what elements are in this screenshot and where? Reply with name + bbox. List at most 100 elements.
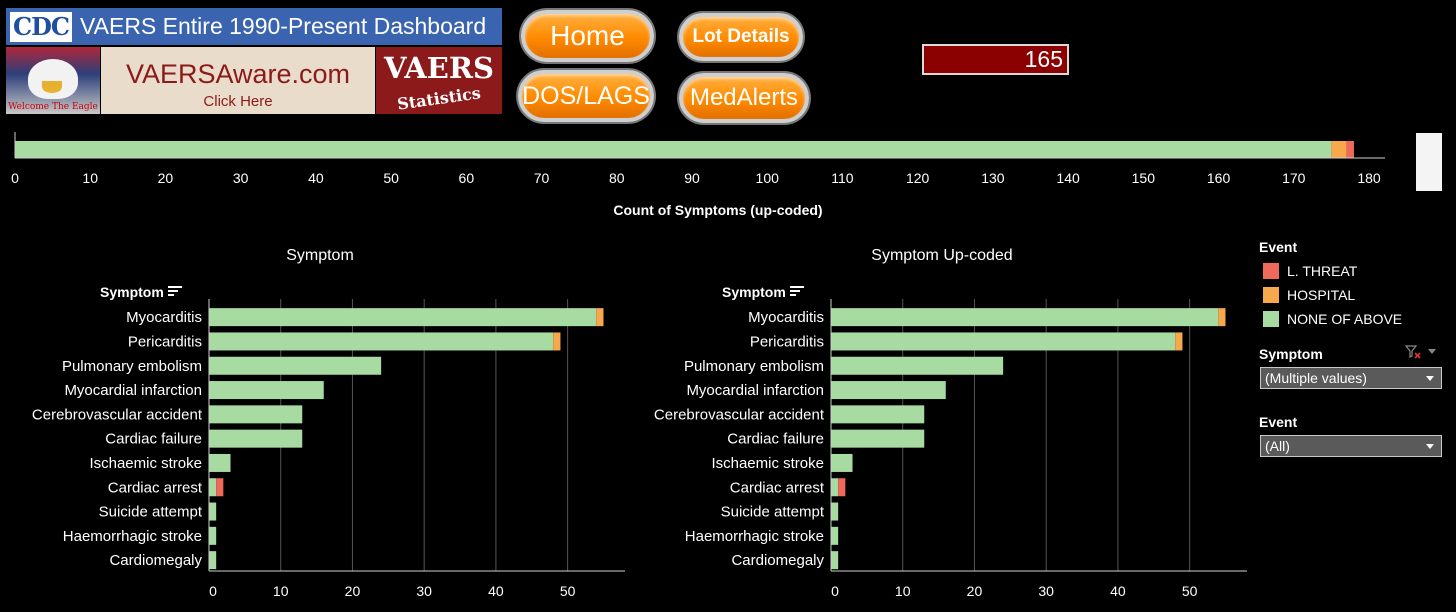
bar-segment: [209, 308, 597, 327]
category-label: Myocarditis: [126, 309, 202, 326]
bar-segment: [209, 453, 231, 472]
x-tick-label: 130: [981, 170, 1005, 186]
bar-segment: [1175, 332, 1183, 351]
bar-segment: [831, 405, 925, 424]
bar-segment: [209, 332, 554, 351]
event-filter-dropdown[interactable]: (All): [1260, 435, 1442, 457]
banner-title-bar: CDC VAERS Entire 1990-Present Dashboard: [6, 8, 502, 45]
category-label: Haemorrhagic stroke: [63, 528, 202, 545]
x-tick-label: 20: [967, 583, 983, 599]
symptom-upcoded-axis-header[interactable]: Symptom: [722, 284, 804, 300]
bar-segment: [831, 478, 839, 497]
sort-icon[interactable]: [789, 286, 804, 298]
x-tick-label: 10: [895, 583, 911, 599]
bar-segment: [831, 332, 1176, 351]
dos-lags-button[interactable]: DOS/LAGS: [518, 70, 654, 122]
total-chart-xlabel: Count of Symptoms (up-coded): [613, 202, 823, 218]
category-label: Cardiomegaly: [109, 552, 202, 569]
bar-segment: [831, 381, 946, 400]
category-label: Pericarditis: [750, 333, 824, 350]
bar-segment: [209, 502, 217, 521]
bar-segment: [831, 453, 853, 472]
home-button[interactable]: Home: [521, 10, 654, 62]
symptom-chart: Myocarditis Pericarditis Pulmonary embolis…: [32, 299, 625, 599]
x-tick-label: 50: [1182, 583, 1198, 599]
category-label: Myocardial infarction: [64, 382, 202, 399]
symptom-upcoded-chart: Myocarditis Pericarditis Pulmonary embolis…: [654, 299, 1247, 599]
filter-menu-icon[interactable]: [1428, 349, 1436, 354]
x-tick-label: 150: [1132, 170, 1156, 186]
x-tick-label: 100: [756, 170, 780, 186]
category-label: Cerebrovascular accident: [32, 406, 203, 423]
legend-item-hospital[interactable]: HOSPITAL: [1263, 287, 1355, 303]
bar-segment: [209, 478, 217, 497]
x-tick-label: 30: [233, 170, 249, 186]
legend-swatch: [1263, 263, 1279, 279]
vaersaware-title: VAERSAware.com: [125, 59, 351, 89]
vaers-statistics-link[interactable]: VAERS Statistics: [376, 47, 502, 114]
x-tick-label: 90: [684, 170, 700, 186]
x-tick-label: 20: [345, 583, 361, 599]
x-tick-label: 40: [488, 583, 504, 599]
sort-icon[interactable]: [167, 286, 182, 298]
x-tick-label: 0: [11, 170, 19, 186]
x-tick-label: 110: [831, 170, 854, 186]
total-count-box: 165: [922, 44, 1069, 75]
eagle-beak-icon: [42, 81, 62, 93]
bar-segment: [209, 356, 382, 375]
bar-segment: [209, 429, 303, 448]
category-label: Cardiac arrest: [730, 479, 825, 496]
vaers-banner[interactable]: CDC VAERS Entire 1990-Present Dashboard …: [6, 8, 502, 114]
eagle-icon: [28, 59, 78, 99]
x-tick-label: 80: [609, 170, 625, 186]
x-tick-label: 20: [158, 170, 174, 186]
lot-details-button[interactable]: Lot Details: [679, 13, 803, 61]
event-filter-label: Event: [1259, 414, 1298, 430]
dashboard-title: VAERS Entire 1990-Present Dashboard: [80, 13, 487, 39]
vaersaware-click-here: Click Here: [203, 93, 273, 110]
x-tick-label: 0: [209, 583, 217, 599]
medalerts-button[interactable]: MedAlerts: [679, 73, 809, 123]
symptom-filter-value: (Multiple values): [1265, 370, 1367, 386]
bar-segment: [831, 356, 1004, 375]
x-tick-label: 40: [308, 170, 324, 186]
total-bar-segment: [1331, 141, 1347, 158]
legend-item-none[interactable]: NONE OF ABOVE: [1263, 311, 1402, 327]
category-label: Cardiomegaly: [731, 552, 824, 569]
vaers-statistics-logo: VAERS: [384, 51, 494, 85]
bar-segment: [209, 526, 217, 545]
total-bar-segment: [1346, 141, 1354, 158]
bar-segment: [209, 381, 324, 400]
chevron-down-icon: [1426, 375, 1434, 381]
x-tick-label: 40: [1110, 583, 1126, 599]
legend-label: HOSPITAL: [1287, 287, 1356, 303]
scroll-handle[interactable]: [1416, 133, 1442, 191]
x-tick-label: 140: [1056, 170, 1080, 186]
category-label: Suicide attempt: [99, 504, 203, 521]
legend-swatch: [1263, 311, 1279, 327]
vaersaware-link[interactable]: VAERSAware.com Click Here: [101, 47, 375, 114]
category-label: Pulmonary embolism: [62, 358, 202, 375]
category-label: Haemorrhagic stroke: [685, 528, 824, 545]
eagle-image-link[interactable]: Welcome The Eagle: [6, 47, 100, 114]
bar-segment: [831, 551, 839, 570]
category-label: Cerebrovascular accident: [654, 406, 825, 423]
category-label: Ischaemic stroke: [711, 455, 824, 472]
symptom-axis-header[interactable]: Symptom: [100, 284, 182, 300]
symptom-header-label: Symptom: [722, 284, 786, 300]
total-bar-segment: [15, 141, 1332, 158]
bar-segment: [596, 308, 604, 327]
x-tick-label: 30: [1038, 583, 1054, 599]
legend-item-threat[interactable]: L. THREAT: [1263, 263, 1357, 279]
event-filter-value: (All): [1265, 438, 1290, 454]
symptom-filter-dropdown[interactable]: (Multiple values): [1260, 367, 1442, 389]
category-label: Myocardial infarction: [686, 382, 824, 399]
category-label: Cardiac failure: [105, 431, 202, 448]
clear-filter-icon[interactable]: [1405, 345, 1421, 359]
symptom-upcoded-chart-title: Symptom Up-coded: [871, 247, 1013, 264]
x-tick-label: 10: [82, 170, 98, 186]
x-tick-label: 50: [560, 583, 576, 599]
x-tick-label: 70: [534, 170, 550, 186]
category-label: Pericarditis: [128, 333, 202, 350]
x-tick-label: 50: [383, 170, 399, 186]
